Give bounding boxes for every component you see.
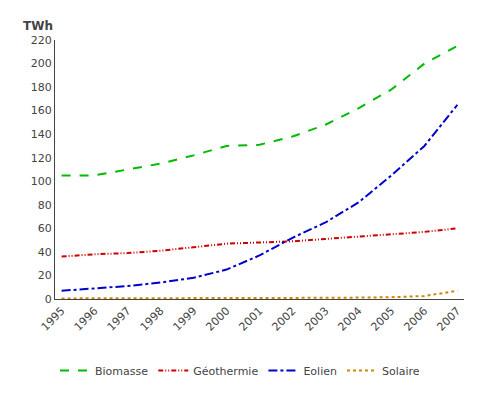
svg-text:60: 60 <box>38 222 52 235</box>
svg-text:Eolien: Eolien <box>303 365 337 378</box>
svg-text:2007: 2007 <box>434 305 463 334</box>
svg-text:Géothermie: Géothermie <box>193 365 258 378</box>
svg-text:2003: 2003 <box>302 305 331 334</box>
svg-text:0: 0 <box>45 293 52 306</box>
svg-text:Biomasse: Biomasse <box>95 365 148 378</box>
svg-text:40: 40 <box>38 246 52 259</box>
svg-text:1996: 1996 <box>72 305 101 334</box>
svg-text:2002: 2002 <box>269 305 298 334</box>
svg-text:160: 160 <box>31 104 52 117</box>
svg-text:1998: 1998 <box>138 305 167 334</box>
svg-text:2001: 2001 <box>237 305 266 334</box>
svg-text:80: 80 <box>38 199 52 212</box>
svg-text:1999: 1999 <box>171 305 200 334</box>
svg-text:2005: 2005 <box>368 305 397 334</box>
svg-text:120: 120 <box>31 152 52 165</box>
svg-text:180: 180 <box>31 81 52 94</box>
svg-text:2004: 2004 <box>335 305 364 334</box>
svg-text:220: 220 <box>31 34 52 47</box>
svg-text:1995: 1995 <box>39 305 68 334</box>
svg-text:2006: 2006 <box>401 305 430 334</box>
svg-text:200: 200 <box>31 57 52 70</box>
svg-text:Solaire: Solaire <box>382 365 420 378</box>
svg-text:2000: 2000 <box>204 305 233 334</box>
svg-text:140: 140 <box>31 128 52 141</box>
svg-text:1997: 1997 <box>105 305 134 334</box>
svg-text:100: 100 <box>31 175 52 188</box>
svg-text:TWh: TWh <box>23 19 53 33</box>
svg-text:20: 20 <box>38 269 52 282</box>
